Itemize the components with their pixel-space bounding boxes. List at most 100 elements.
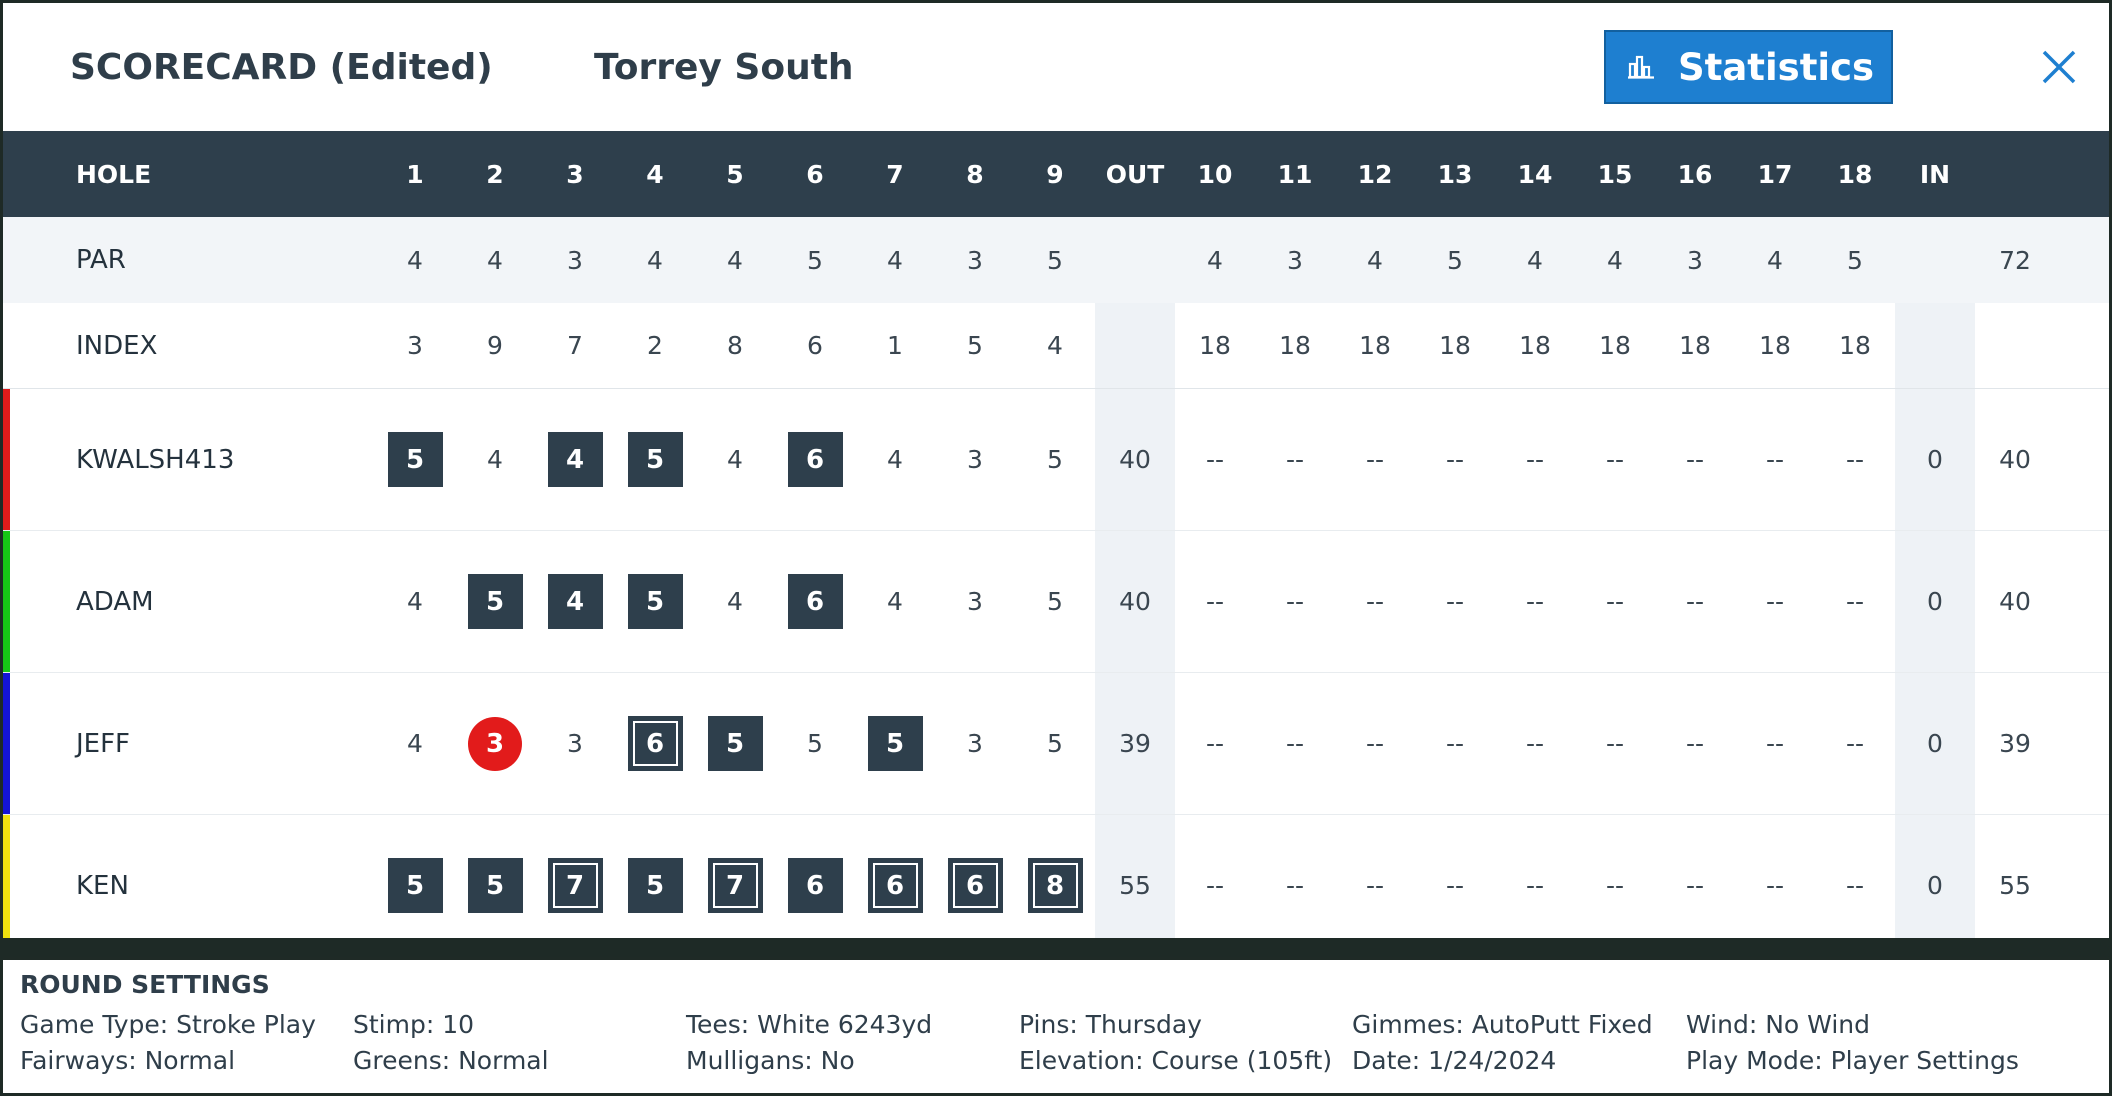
setting-game-type: Game Type: Stroke Play — [20, 1010, 316, 1039]
col-hole-8: 8 — [966, 159, 984, 189]
score-out-total: 40 — [1119, 587, 1151, 616]
par-cell: 4 — [1767, 245, 1783, 275]
score-cell: -- — [1845, 587, 1865, 616]
index-cell: 18 — [1519, 331, 1551, 360]
col-out: OUT — [1105, 159, 1165, 189]
score-cell: 3 — [967, 587, 983, 616]
score-cell: 5 — [1047, 729, 1063, 758]
score-cell: 5 — [375, 389, 455, 530]
col-hole-7: 7 — [886, 159, 904, 189]
par-cell: 3 — [967, 245, 983, 275]
par-row: PAR 4 4 3 4 4 5 4 3 5 4 3 4 5 4 4 3 4 5 72 — [3, 217, 2109, 303]
player-row[interactable]: KEN 5 5 7 5 7 6 6 6 8 55 -- -- -- -- -- -- -- -- -- 0 55 — [3, 814, 2109, 938]
score-cell: 4 — [727, 587, 743, 616]
scorecard-grid: HOLE 1 2 3 4 5 6 7 8 9 OUT 10 11 12 13 14 15 16 17 18 IN PAR 4… — [3, 131, 2109, 938]
col-hole-9: 9 — [1046, 159, 1064, 189]
score-cell: 4 — [887, 587, 903, 616]
index-cell: 4 — [1047, 331, 1063, 360]
statistics-button-label: Statistics — [1678, 45, 1875, 89]
scorecard-dialog: SCORECARD (Edited) Torrey South Statisti… — [3, 3, 2109, 938]
score-out-total: 39 — [1119, 729, 1151, 758]
player-color-bar — [3, 673, 10, 814]
index-cell: 2 — [647, 331, 663, 360]
score-cell: -- — [1285, 445, 1305, 474]
player-row[interactable]: JEFF 4 3 3 6 5 5 5 3 5 39 -- -- -- -- -- -- -- -- -- 0 39 — [3, 672, 2109, 814]
score-cell: 3 — [567, 729, 583, 758]
close-button[interactable] — [2039, 47, 2079, 87]
col-hole-13: 13 — [1437, 159, 1473, 189]
score-double-bogey-box: 6 — [627, 716, 683, 771]
score-bogey-box: 5 — [627, 432, 683, 487]
score-bogey-box: 6 — [787, 432, 843, 487]
setting-wind: Wind: No Wind — [1686, 1010, 1870, 1039]
score-cell: -- — [1845, 871, 1865, 900]
score-cell: -- — [1445, 871, 1465, 900]
col-hole-11: 11 — [1277, 159, 1313, 189]
setting-stimp: Stimp: 10 — [353, 1010, 475, 1039]
out-column-shade — [1095, 303, 1175, 938]
score-cell: 5 — [695, 673, 775, 814]
par-cell: 3 — [1687, 245, 1703, 275]
header-row: HOLE 1 2 3 4 5 6 7 8 9 OUT 10 11 12 13 14 15 16 17 18 IN — [3, 131, 2109, 217]
score-bogey-box: 5 — [387, 432, 443, 487]
player-color-bar — [3, 531, 10, 672]
index-cell: 6 — [807, 331, 823, 360]
score-cell: -- — [1205, 871, 1225, 900]
course-name: Torrey South — [594, 47, 854, 88]
round-settings-panel: ROUND SETTINGS Game Type: Stroke Play Fa… — [3, 957, 2109, 1093]
score-cell: 4 — [487, 445, 503, 474]
score-bogey-box: 5 — [627, 574, 683, 629]
score-cell: -- — [1685, 729, 1705, 758]
score-double-bogey-box: 7 — [707, 858, 763, 913]
col-hole-4: 4 — [646, 159, 664, 189]
score-cell: -- — [1845, 445, 1865, 474]
score-cell: -- — [1605, 729, 1625, 758]
score-value: 6 — [952, 863, 998, 908]
score-double-bogey-box: 6 — [947, 858, 1003, 913]
par-total: 72 — [1999, 245, 2031, 275]
index-cell: 5 — [967, 331, 983, 360]
score-cell: -- — [1685, 871, 1705, 900]
player-row[interactable]: ADAM 4 5 4 5 4 6 4 3 5 40 -- -- -- -- -- -- -- -- -- 0 40 — [3, 530, 2109, 672]
statistics-button[interactable]: Statistics — [1604, 30, 1893, 104]
setting-mulligans: Mulligans: No — [686, 1046, 855, 1075]
score-cell: -- — [1765, 871, 1785, 900]
score-cell: -- — [1445, 587, 1465, 616]
col-hole-1: 1 — [406, 159, 424, 189]
index-cell: 18 — [1599, 331, 1631, 360]
score-in-total: 0 — [1927, 445, 1943, 474]
par-cell: 3 — [567, 245, 583, 275]
score-cell: -- — [1445, 729, 1465, 758]
index-row: INDEX 3 9 7 2 8 6 1 5 4 18 18 18 18 18 18 18 18 18 — [3, 303, 2109, 388]
score-cell: -- — [1605, 871, 1625, 900]
score-cell: 5 — [375, 815, 455, 938]
score-cell: 5 — [1047, 445, 1063, 474]
player-row[interactable]: KWALSH413 5 4 4 5 4 6 4 3 5 40 -- -- -- -- -- -- -- -- -- 0 4… — [3, 388, 2109, 530]
score-cell: 6 — [935, 815, 1015, 938]
index-cell: 18 — [1439, 331, 1471, 360]
score-double-bogey-box: 7 — [547, 858, 603, 913]
index-cell: 18 — [1199, 331, 1231, 360]
par-cell: 4 — [1207, 245, 1223, 275]
player-color-bar — [3, 815, 10, 938]
score-cell: 6 — [855, 815, 935, 938]
score-cell: 6 — [615, 673, 695, 814]
score-value: 6 — [632, 721, 678, 766]
score-cell: 4 — [535, 531, 615, 672]
score-cell: -- — [1685, 587, 1705, 616]
col-hole-6: 6 — [806, 159, 824, 189]
score-cell: 3 — [967, 445, 983, 474]
score-in-total: 0 — [1927, 871, 1943, 900]
hole-label: HOLE — [76, 159, 152, 189]
index-cell: 8 — [727, 331, 743, 360]
score-cell: -- — [1365, 445, 1385, 474]
index-cell: 18 — [1359, 331, 1391, 360]
score-cell: -- — [1365, 871, 1385, 900]
score-cell: -- — [1205, 587, 1225, 616]
score-total: 55 — [1999, 871, 2031, 900]
par-cell: 5 — [1447, 245, 1463, 275]
score-double-bogey-box: 8 — [1027, 858, 1083, 913]
score-in-total: 0 — [1927, 587, 1943, 616]
index-cell: 18 — [1839, 331, 1871, 360]
par-cell: 4 — [887, 245, 903, 275]
